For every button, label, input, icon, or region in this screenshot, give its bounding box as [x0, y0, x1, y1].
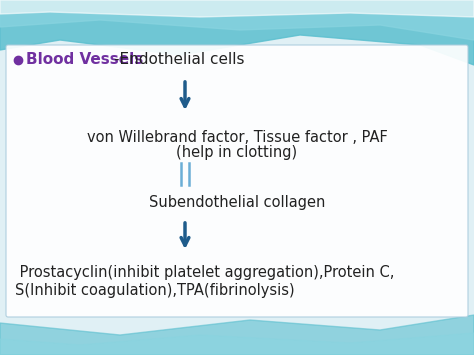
Polygon shape	[0, 315, 474, 355]
FancyBboxPatch shape	[6, 45, 468, 317]
Polygon shape	[0, 0, 474, 40]
Text: von Willebrand factor, Tissue factor , PAF: von Willebrand factor, Tissue factor , P…	[87, 130, 387, 144]
Text: Prostacyclin(inhibit platelet aggregation),Protein C,: Prostacyclin(inhibit platelet aggregatio…	[15, 266, 394, 280]
Text: Subendothelial collagen: Subendothelial collagen	[149, 196, 325, 211]
Text: S(Inhibit coagulation),TPA(fibrinolysis): S(Inhibit coagulation),TPA(fibrinolysis)	[15, 283, 295, 297]
Text: (help in clotting): (help in clotting)	[176, 144, 298, 159]
Polygon shape	[0, 0, 474, 65]
Text: -Endothelial cells: -Endothelial cells	[114, 53, 245, 67]
Polygon shape	[0, 0, 474, 17]
Polygon shape	[0, 333, 474, 355]
Text: Blood Vessels: Blood Vessels	[26, 53, 143, 67]
